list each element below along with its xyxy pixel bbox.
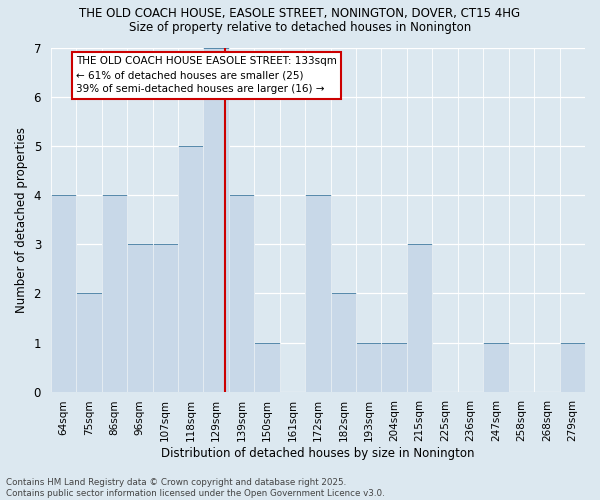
Text: THE OLD COACH HOUSE, EASOLE STREET, NONINGTON, DOVER, CT15 4HG: THE OLD COACH HOUSE, EASOLE STREET, NONI…: [79, 8, 521, 20]
Text: Contains HM Land Registry data © Crown copyright and database right 2025.
Contai: Contains HM Land Registry data © Crown c…: [6, 478, 385, 498]
Bar: [407, 244, 433, 392]
Bar: [382, 342, 407, 392]
Bar: [229, 195, 254, 392]
Bar: [483, 342, 509, 392]
Bar: [356, 342, 382, 392]
Bar: [152, 244, 178, 392]
Y-axis label: Number of detached properties: Number of detached properties: [15, 126, 28, 312]
Bar: [254, 342, 280, 392]
Bar: [76, 294, 101, 392]
Bar: [560, 342, 585, 392]
Bar: [178, 146, 203, 392]
Bar: [51, 195, 76, 392]
Text: Size of property relative to detached houses in Nonington: Size of property relative to detached ho…: [129, 21, 471, 34]
Bar: [203, 48, 229, 392]
Text: THE OLD COACH HOUSE EASOLE STREET: 133sqm
← 61% of detached houses are smaller (: THE OLD COACH HOUSE EASOLE STREET: 133sq…: [76, 56, 337, 94]
Bar: [101, 195, 127, 392]
Bar: [127, 244, 152, 392]
Bar: [305, 195, 331, 392]
Bar: [331, 294, 356, 392]
X-axis label: Distribution of detached houses by size in Nonington: Distribution of detached houses by size …: [161, 447, 475, 460]
